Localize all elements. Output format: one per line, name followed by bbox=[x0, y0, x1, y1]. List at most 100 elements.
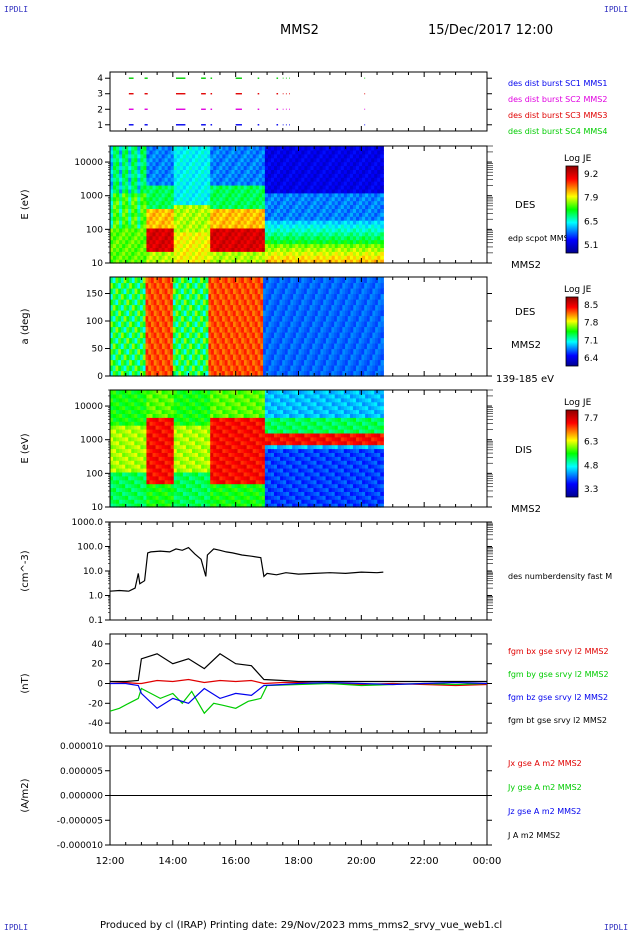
des-energy-cell bbox=[349, 173, 354, 178]
des-energy-cell bbox=[328, 169, 333, 174]
des-pitch-cell bbox=[295, 370, 300, 377]
des-energy-cell bbox=[161, 165, 166, 170]
des-energy-cell bbox=[155, 212, 160, 217]
des-energy-cell bbox=[280, 192, 284, 198]
dis-energy-cell bbox=[119, 417, 123, 422]
des-energy-cell bbox=[122, 196, 126, 202]
des-energy-cell bbox=[176, 188, 181, 194]
des-energy-cell bbox=[219, 149, 223, 155]
des-energy-cell bbox=[343, 204, 348, 209]
des-energy-cell bbox=[280, 165, 284, 170]
des-energy-cell bbox=[113, 216, 117, 221]
des-energy-cell bbox=[310, 208, 315, 213]
des-energy-cell bbox=[201, 177, 205, 182]
des-energy-cell bbox=[355, 185, 360, 190]
des-energy-cell bbox=[258, 196, 263, 202]
des-pitch-cell bbox=[276, 304, 281, 311]
des-energy-cell bbox=[152, 188, 157, 194]
des-energy-cell bbox=[355, 173, 360, 178]
des-pitch-cell bbox=[145, 299, 149, 306]
des-energy-cell bbox=[258, 216, 263, 221]
des-pitch-cell bbox=[140, 326, 144, 333]
des-pitch-cell bbox=[170, 348, 174, 355]
des-energy-cell bbox=[188, 185, 193, 190]
des-pitch-cell bbox=[287, 365, 291, 372]
des-energy-cell bbox=[173, 216, 178, 221]
des-energy-cell bbox=[368, 212, 372, 217]
des-energy-cell bbox=[322, 192, 327, 198]
des-energy-cell bbox=[368, 188, 372, 194]
des-energy-cell bbox=[170, 192, 175, 198]
des-energy-cell bbox=[346, 157, 351, 163]
des-energy-cell bbox=[322, 239, 327, 245]
des-energy-cell bbox=[283, 239, 287, 245]
des-pitch-cell bbox=[306, 354, 311, 361]
des-pitch-cell bbox=[246, 343, 250, 350]
des-energy-cell bbox=[207, 173, 211, 178]
des-pitch-cell bbox=[153, 293, 158, 300]
des-pitch-cell bbox=[364, 321, 368, 328]
des-pitch-cell bbox=[369, 304, 373, 311]
des-energy-cell bbox=[304, 149, 309, 155]
des-energy-cell bbox=[340, 177, 345, 182]
des-energy-cell bbox=[213, 243, 217, 248]
des-energy-cell bbox=[328, 227, 333, 233]
des-energy-cell bbox=[125, 247, 129, 252]
des-pitch-cell bbox=[186, 359, 190, 366]
des-pitch-cell bbox=[123, 310, 127, 317]
des-energy-cell bbox=[237, 235, 242, 241]
dis-energy-cell bbox=[125, 471, 129, 477]
des-pitch-cell bbox=[317, 337, 322, 344]
des-energy-cell bbox=[185, 188, 190, 194]
des-energy-cell bbox=[368, 149, 372, 155]
des-energy-cell bbox=[182, 200, 187, 206]
des-pitch-cell bbox=[287, 282, 291, 289]
des-pitch-cell bbox=[331, 359, 335, 366]
des-pitch-ylabel: a (deg) bbox=[20, 308, 31, 344]
des-energy-cell bbox=[191, 161, 196, 167]
des-energy-cell bbox=[198, 227, 202, 233]
des-pitch-cell bbox=[366, 359, 371, 366]
des-pitch-cell bbox=[235, 299, 240, 306]
des-energy-cell bbox=[246, 227, 251, 233]
des-energy-cell bbox=[252, 227, 257, 233]
des-pitch-cell bbox=[235, 304, 240, 311]
des-pitch-cell bbox=[213, 304, 218, 311]
des-pitch-cell bbox=[197, 293, 201, 300]
des-energy-cell bbox=[301, 177, 305, 182]
des-energy-cell bbox=[219, 204, 223, 209]
des-pitch-cell bbox=[380, 293, 384, 300]
des-energy-cell bbox=[328, 220, 333, 225]
des-pitch-cell bbox=[328, 321, 332, 328]
des-energy-cell bbox=[113, 157, 117, 163]
des-energy-cell bbox=[264, 177, 269, 182]
des-pitch-cell bbox=[271, 337, 275, 344]
des-energy-cell bbox=[307, 231, 312, 237]
des-pitch-cell bbox=[314, 359, 319, 366]
des-pitch-cell bbox=[112, 310, 117, 317]
des-energy-colorbar-tick: 5.1 bbox=[584, 241, 598, 251]
des-energy-cell bbox=[182, 255, 187, 260]
des-energy-cell bbox=[228, 251, 233, 256]
des-pitch-cell bbox=[271, 288, 275, 295]
dis-energy-cell bbox=[125, 429, 129, 434]
des-energy-cell bbox=[355, 146, 360, 151]
des-pitch-cell bbox=[372, 282, 376, 289]
des-pitch-cell bbox=[312, 299, 316, 306]
des-pitch-cell bbox=[112, 315, 117, 322]
des-energy-cell bbox=[349, 212, 354, 217]
des-pitch-cell bbox=[219, 310, 223, 317]
des-energy-cell bbox=[273, 185, 278, 190]
des-energy-cell bbox=[134, 149, 138, 155]
des-pitch-cell bbox=[145, 370, 149, 377]
des-energy-cell bbox=[319, 247, 324, 252]
des-energy-cell bbox=[352, 146, 357, 151]
des-pitch-cell bbox=[369, 343, 373, 350]
des-pitch-cell bbox=[230, 277, 234, 284]
des-pitch-cell bbox=[222, 310, 226, 317]
des-pitch-cell bbox=[235, 282, 240, 289]
des-pitch-cell bbox=[219, 332, 223, 339]
des-energy-cell bbox=[155, 224, 160, 229]
des-energy-cell bbox=[167, 173, 172, 178]
des-energy-cell bbox=[322, 146, 327, 151]
